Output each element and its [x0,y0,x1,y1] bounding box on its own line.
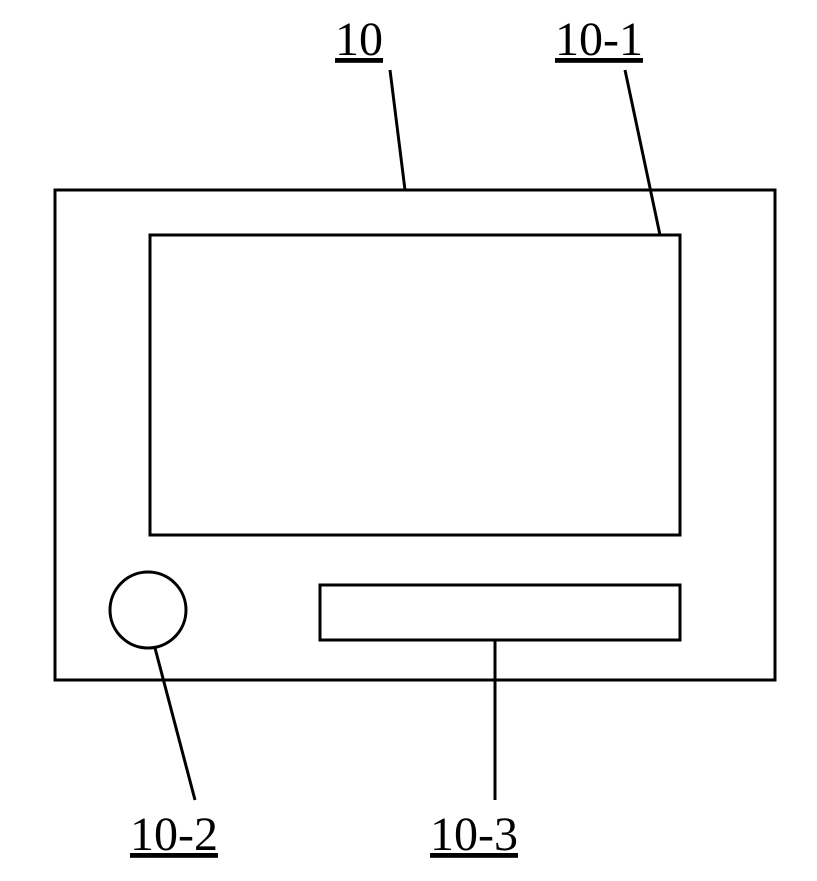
label-device: 10 [335,13,383,66]
label-knob: 10-2 [130,808,218,861]
label-screen: 10-1 [555,13,643,66]
canvas-background [0,0,817,881]
label-slot: 10-3 [430,808,518,861]
